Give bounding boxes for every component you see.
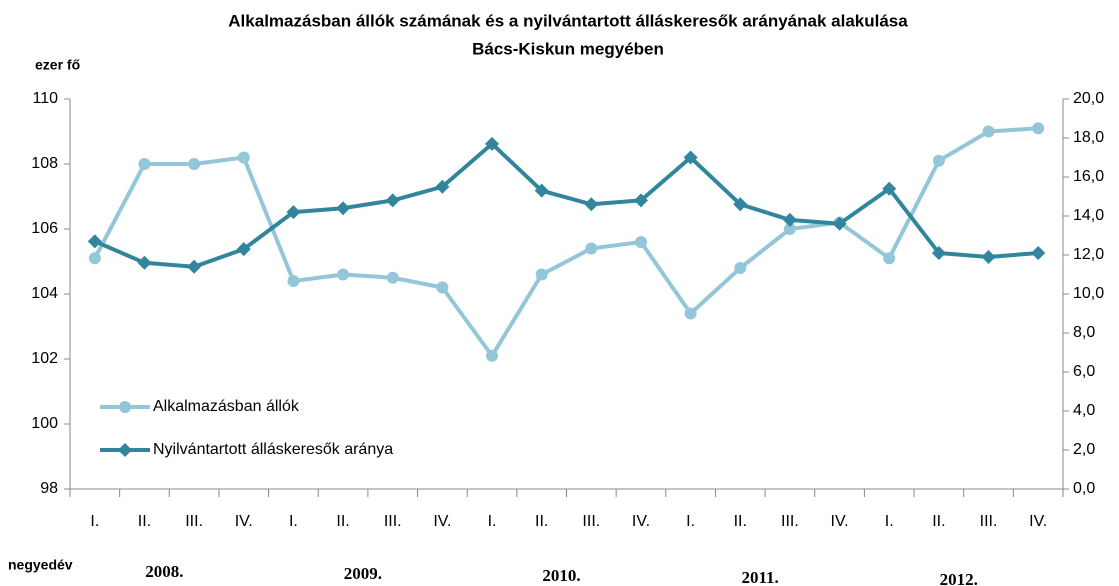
data-point xyxy=(287,275,300,287)
y-tick-label: 110 xyxy=(32,90,58,107)
y-tick-label: 108 xyxy=(31,155,58,172)
data-point xyxy=(138,158,151,170)
data-point xyxy=(883,252,896,265)
data-point xyxy=(1032,122,1045,135)
data-point xyxy=(932,154,945,167)
x-tick-label: III. xyxy=(384,513,402,530)
data-point xyxy=(386,271,399,284)
x-tick-label: III. xyxy=(781,513,799,530)
y2-tick-label: 10,0 xyxy=(1073,285,1104,302)
x-tick-label: II. xyxy=(932,513,945,530)
x-tick-label: IV. xyxy=(433,513,451,530)
x-axis-label: negyedév xyxy=(8,557,73,573)
year-label: 2010. xyxy=(542,566,580,585)
x-tick-label: I. xyxy=(885,513,894,530)
x-tick-label: IV. xyxy=(632,513,650,530)
data-point xyxy=(337,268,350,281)
data-point xyxy=(782,212,797,227)
x-tick-label: III. xyxy=(582,513,600,530)
series-line xyxy=(93,126,1039,358)
data-point xyxy=(236,242,251,257)
legend-label: Nyilvántartott álláskeresők aránya xyxy=(153,441,393,458)
data-point xyxy=(486,349,499,362)
x-tick-label: I. xyxy=(289,513,298,530)
data-point xyxy=(634,236,647,248)
y-tick-label: 106 xyxy=(31,220,58,237)
x-tick-label: III. xyxy=(980,513,998,530)
data-point xyxy=(584,197,599,212)
data-point xyxy=(87,234,102,249)
data-point xyxy=(385,193,400,208)
year-label: 2012. xyxy=(940,570,978,586)
data-point xyxy=(435,179,450,194)
x-tick-label: I. xyxy=(686,513,695,530)
data-point xyxy=(535,268,548,281)
data-point xyxy=(436,281,449,294)
chart-title: Alkalmazásban állók számának és a nyilvá… xyxy=(228,11,908,30)
x-tick-label: II. xyxy=(734,513,747,530)
data-point xyxy=(882,181,897,196)
year-label: 2009. xyxy=(344,564,382,583)
data-point xyxy=(683,150,698,165)
data-point xyxy=(1031,246,1046,261)
y2-tick-label: 4,0 xyxy=(1073,402,1095,419)
year-label: 2008. xyxy=(145,562,183,581)
y-axis-label: ezer fő xyxy=(35,57,80,73)
y2-tick-label: 8,0 xyxy=(1073,324,1095,341)
y2-tick-label: 0,0 xyxy=(1073,480,1095,497)
data-point xyxy=(982,125,995,138)
x-tick-label: I. xyxy=(90,513,99,530)
x-tick-label: IV. xyxy=(831,513,849,530)
legend-label: Alkalmazásban állók xyxy=(153,398,300,415)
y2-tick-label: 14,0 xyxy=(1073,207,1104,224)
x-tick-label: II. xyxy=(138,513,151,530)
y2-tick-label: 12,0 xyxy=(1073,246,1104,263)
data-point xyxy=(188,158,201,170)
y-tick-label: 98 xyxy=(40,480,58,497)
data-point xyxy=(931,246,946,261)
y2-tick-label: 2,0 xyxy=(1073,441,1095,458)
data-point xyxy=(684,307,697,320)
y-tick-label: 102 xyxy=(31,350,58,367)
year-label: 2011. xyxy=(741,568,778,586)
data-point xyxy=(137,255,152,270)
chart-title: Bács-Kiskun megyében xyxy=(472,39,664,58)
data-point xyxy=(783,223,796,235)
series-line xyxy=(94,141,1039,269)
x-tick-label: III. xyxy=(185,513,203,530)
data-point xyxy=(633,193,648,208)
x-tick-label: IV. xyxy=(1029,513,1047,530)
data-point xyxy=(832,216,847,231)
x-tick-label: II. xyxy=(336,513,349,530)
legend-marker xyxy=(119,401,131,413)
data-point xyxy=(485,136,500,151)
y2-tick-label: 18,0 xyxy=(1073,129,1104,146)
y2-tick-label: 16,0 xyxy=(1073,168,1104,185)
data-point xyxy=(534,183,549,198)
y-tick-label: 104 xyxy=(31,285,58,302)
legend-marker xyxy=(118,443,132,457)
y2-tick-label: 20,0 xyxy=(1073,90,1104,107)
x-tick-label: I. xyxy=(488,513,497,530)
data-point xyxy=(336,201,351,216)
data-point xyxy=(733,197,748,212)
data-point xyxy=(286,205,301,220)
data-point xyxy=(585,242,598,255)
data-point xyxy=(88,252,101,265)
x-tick-label: II. xyxy=(535,513,548,530)
data-point xyxy=(734,262,747,274)
data-point xyxy=(981,249,996,264)
y-tick-label: 100 xyxy=(31,415,58,432)
data-point xyxy=(237,151,250,164)
x-tick-label: IV. xyxy=(235,513,253,530)
data-point xyxy=(187,259,202,274)
y2-tick-label: 6,0 xyxy=(1073,363,1095,380)
